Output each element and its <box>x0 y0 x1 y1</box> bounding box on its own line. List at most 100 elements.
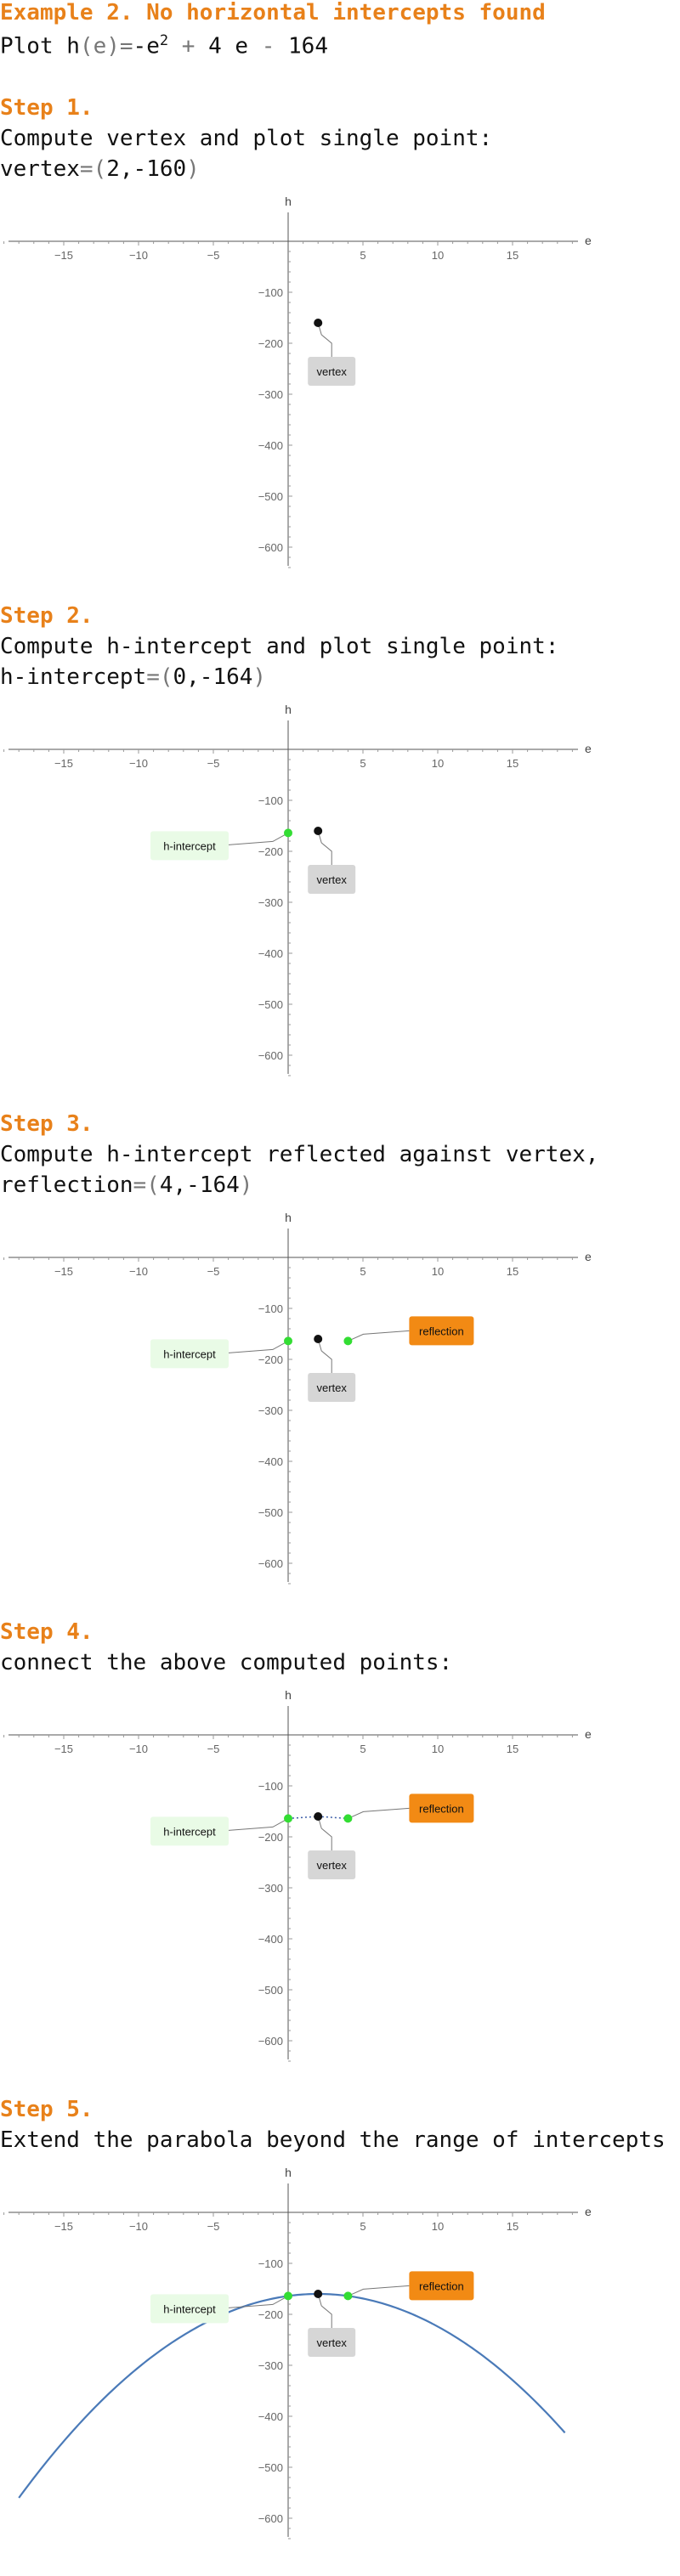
step-3-result: reflection=(4,-164) <box>0 1172 252 1198</box>
h-intercept-label-box <box>150 2294 229 2324</box>
step-2-result-equals: = <box>146 664 160 690</box>
x-tick-label: −10 <box>129 757 148 770</box>
step-2-description: Compute h-intercept and plot single poin… <box>0 634 559 659</box>
vertex-label: vertex <box>316 1381 347 1394</box>
x-tick-label: 10 <box>432 1265 444 1278</box>
y-tick-label: −500 <box>258 490 283 503</box>
step-1-result-label: vertex <box>0 156 80 182</box>
y-tick-label: −600 <box>258 1557 283 1570</box>
y-axis-label: h <box>285 2166 292 2179</box>
step-1-result-equals: = <box>79 156 94 182</box>
x-axis-label: e <box>585 1250 592 1263</box>
y-tick-label: −300 <box>258 2359 283 2372</box>
step-1-description: Compute vertex and plot single point: <box>0 126 493 151</box>
reflection-label: reflection <box>419 2279 464 2292</box>
reflection-label-box <box>409 2271 474 2301</box>
y-tick-label: −100 <box>258 286 283 299</box>
x-axis-label: e <box>585 234 592 247</box>
x-axis-label: e <box>585 1727 592 1741</box>
vertex-label-box <box>308 357 356 386</box>
function-prefix: Plot h <box>0 33 80 59</box>
reflection-callout-line <box>348 2285 410 2296</box>
step-1-result-close: ) <box>186 156 200 182</box>
step-1-result: vertex=(2,-160) <box>0 156 200 182</box>
step-3-result-close: ) <box>239 1172 253 1198</box>
vertex-callout-line <box>317 322 332 357</box>
reflection-label-box <box>409 1316 474 1346</box>
step-4-description: connect the above computed points: <box>0 1650 453 1675</box>
y-axis-label: h <box>285 1211 292 1224</box>
h-intercept-callout-line <box>228 1340 289 1353</box>
step-3-result-label: reflection <box>0 1172 133 1198</box>
vertex-callout-line <box>317 1338 332 1373</box>
x-tick-label: 5 <box>360 2220 366 2233</box>
reflection-callout-line <box>348 1330 410 1342</box>
x-tick-label: 10 <box>432 249 444 262</box>
vertex-point <box>314 1335 323 1343</box>
vertex-label-box <box>308 1373 356 1402</box>
vertex-label-box <box>308 865 356 894</box>
function-equals: = <box>119 33 133 59</box>
y-tick-label: −500 <box>258 2461 283 2474</box>
vertex-label: vertex <box>316 873 347 886</box>
x-tick-label: 15 <box>507 757 518 770</box>
x-tick-label: −10 <box>129 1743 148 1755</box>
y-tick-label: −400 <box>258 439 283 452</box>
y-axis-label: h <box>285 703 292 716</box>
h-intercept-label: h‐intercept <box>163 1825 216 1838</box>
h-intercept-label: h‐intercept <box>163 839 216 852</box>
h-intercept-point <box>284 1814 292 1823</box>
step-4-heading: Step 4. <box>0 1619 94 1645</box>
y-tick-label: −600 <box>258 541 283 554</box>
step-3-heading: Step 3. <box>0 1111 94 1137</box>
x-tick-label: 5 <box>360 1743 366 1755</box>
x-axis-label: e <box>585 2205 592 2218</box>
h-intercept-point <box>284 1336 292 1346</box>
h-intercept-label: h‐intercept <box>163 2302 216 2315</box>
y-axis-label: h <box>285 195 292 208</box>
step-1-plot: −15 −10 −5 5 10 15 −100 −200 −300 −400 −500 −600 e h v… <box>3 195 592 568</box>
reflection-point <box>343 2291 353 2301</box>
reflection-callout-line <box>348 1807 410 1819</box>
vertex-callout-line <box>317 1816 332 1850</box>
step-5-plot: −15 −10 −5 5 10 15 −100 −200 −300 −400 −500 −600 e h v… <box>3 2166 592 2539</box>
y-tick-label: −300 <box>258 1404 283 1417</box>
x-tick-label: −10 <box>129 249 148 262</box>
vertex-callout-line <box>317 830 332 865</box>
h-intercept-callout-line <box>228 832 289 845</box>
y-tick-label: −300 <box>258 388 283 401</box>
reflection-label: reflection <box>419 1802 464 1815</box>
x-tick-label: 5 <box>360 757 366 770</box>
x-tick-label: −5 <box>207 2220 220 2233</box>
step-2-result-open: ( <box>159 664 173 690</box>
x-tick-label: 15 <box>507 1265 518 1278</box>
y-tick-label: −400 <box>258 2410 283 2423</box>
x-tick-label: −5 <box>207 1265 220 1278</box>
x-tick-label: −5 <box>207 1743 220 1755</box>
x-tick-label: 10 <box>432 2220 444 2233</box>
y-tick-label: −200 <box>258 845 283 858</box>
y-tick-label: −100 <box>258 1302 283 1315</box>
reflection-point <box>343 1814 353 1823</box>
step-3-result-value: 4,-164 <box>159 1172 240 1198</box>
function-minus: - <box>261 33 275 59</box>
x-tick-label: 15 <box>507 2220 518 2233</box>
function-argument: (e) <box>79 33 120 59</box>
y-tick-label: −500 <box>258 1984 283 1997</box>
function-neg-e: -e <box>133 33 160 59</box>
x-tick-label: −15 <box>54 249 73 262</box>
step-2-result: h-intercept=(0,-164) <box>0 664 266 690</box>
y-tick-label: −400 <box>258 947 283 960</box>
step-2-result-value: 0,-164 <box>173 664 253 690</box>
vertex-label-box <box>308 1850 356 1879</box>
page-title: Example 2. No horizontal intercepts foun… <box>0 0 546 25</box>
step-3-plot: −15 −10 −5 5 10 15 −100 −200 −300 −400 −500 −600 e h v… <box>3 1211 592 1585</box>
step-3-result-open: ( <box>146 1172 160 1198</box>
step-2-result-close: ) <box>252 664 267 690</box>
y-tick-label: −400 <box>258 1933 283 1946</box>
y-tick-label: −200 <box>258 1353 283 1366</box>
x-tick-label: −10 <box>129 2220 148 2233</box>
h-intercept-callout-line <box>228 2295 289 2308</box>
y-tick-label: −500 <box>258 998 283 1011</box>
x-tick-label: −15 <box>54 1743 73 1755</box>
